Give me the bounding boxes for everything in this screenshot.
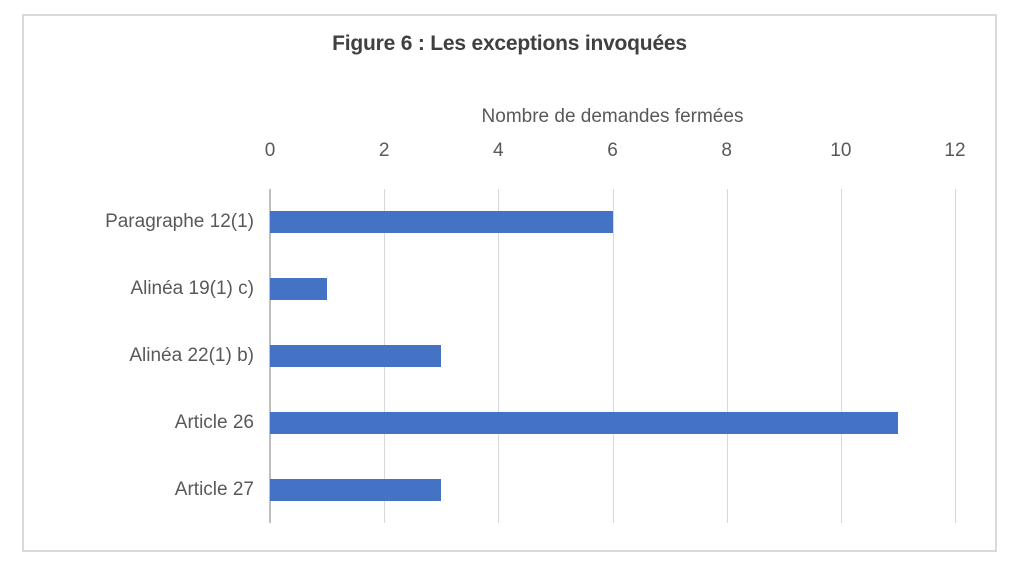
- category-label: Paragraphe 12(1): [105, 211, 254, 233]
- chart-frame: Figure 6 : Les exceptions invoquées Nomb…: [22, 14, 997, 552]
- x-axis-title: Nombre de demandes fermées: [481, 106, 744, 127]
- bar: [270, 278, 328, 301]
- x-tick-label: 8: [721, 140, 732, 161]
- gridline: [840, 189, 842, 523]
- gridline: [612, 189, 614, 523]
- x-tick-label: 6: [607, 140, 618, 161]
- bar: [270, 345, 442, 367]
- x-tick-label: 12: [944, 140, 966, 161]
- gridline: [498, 189, 500, 523]
- category-label: Article 26: [174, 411, 254, 433]
- x-tick-label: 4: [493, 140, 504, 161]
- category-label: Alinéa 22(1) b): [129, 345, 254, 366]
- bar: [270, 211, 613, 234]
- bar: [270, 478, 442, 501]
- gridline: [726, 189, 728, 523]
- x-tick-label: 2: [378, 140, 390, 161]
- category-label: Article 27: [174, 478, 254, 500]
- x-tick-label: 10: [830, 140, 852, 161]
- bar: [270, 411, 898, 434]
- x-tick-label: 0: [264, 140, 276, 161]
- category-label: Alinéa 19(1) c): [130, 278, 254, 300]
- chart-title: Figure 6 : Les exceptions invoquées: [332, 32, 687, 55]
- gridline: [955, 189, 956, 523]
